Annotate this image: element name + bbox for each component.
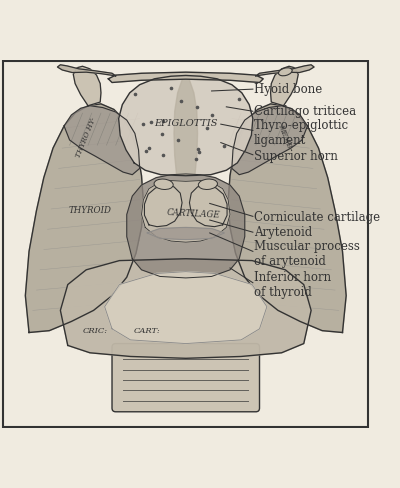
Text: Cartilago triticea: Cartilago triticea	[254, 105, 356, 119]
Polygon shape	[105, 272, 267, 344]
Text: Arytenoid: Arytenoid	[254, 226, 312, 240]
Text: THYRO HY-: THYRO HY-	[74, 116, 98, 158]
Polygon shape	[190, 185, 227, 226]
Ellipse shape	[198, 179, 218, 189]
Text: Inferior horn
of thyroid: Inferior horn of thyroid	[254, 271, 331, 299]
Text: CARTILAGE: CARTILAGE	[166, 208, 220, 220]
Polygon shape	[108, 72, 263, 82]
Polygon shape	[256, 65, 314, 76]
Text: Muscular process
of arytenoid: Muscular process of arytenoid	[254, 240, 360, 268]
Polygon shape	[174, 76, 198, 176]
FancyBboxPatch shape	[112, 344, 260, 412]
Polygon shape	[270, 66, 298, 106]
Polygon shape	[147, 227, 224, 240]
Text: THYROID: THYROID	[68, 206, 111, 215]
Ellipse shape	[278, 68, 292, 76]
Polygon shape	[142, 181, 230, 242]
Polygon shape	[144, 185, 182, 226]
Polygon shape	[228, 104, 346, 332]
Text: Thyro-epiglottic
ligament: Thyro-epiglottic ligament	[254, 120, 349, 147]
Text: Hyoid bone: Hyoid bone	[254, 82, 322, 96]
Text: CART:: CART:	[134, 326, 160, 335]
Polygon shape	[119, 76, 253, 176]
Polygon shape	[232, 106, 308, 175]
Polygon shape	[64, 106, 140, 175]
Text: Corniculate cartilage: Corniculate cartilage	[254, 211, 380, 224]
Polygon shape	[25, 104, 143, 332]
Text: CRIC:: CRIC:	[83, 326, 108, 335]
Text: EPIGLOTTIS: EPIGLOTTIS	[154, 119, 218, 127]
Text: MEMB-: MEMB-	[276, 122, 294, 152]
Polygon shape	[58, 65, 116, 76]
Text: Superior horn: Superior horn	[254, 150, 338, 163]
Polygon shape	[127, 174, 245, 278]
Polygon shape	[60, 259, 311, 358]
Polygon shape	[73, 66, 101, 106]
Ellipse shape	[154, 179, 173, 189]
